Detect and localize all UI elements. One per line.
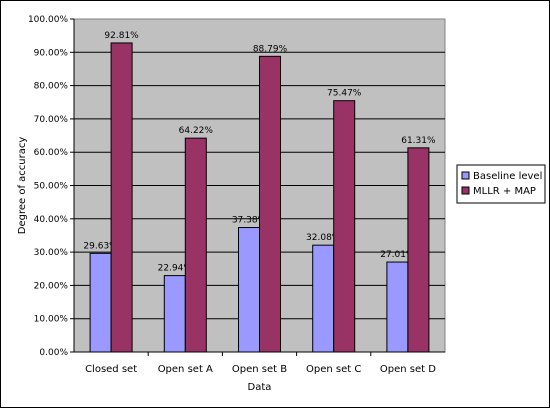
- bar-1: [333, 100, 356, 353]
- bar-0: [238, 227, 260, 353]
- legend: Baseline level MLLR + MAP: [456, 164, 546, 204]
- bar-0: [89, 252, 112, 353]
- bar-0: [386, 261, 409, 353]
- bar-1: [407, 147, 430, 353]
- data-label: 64.22%: [179, 126, 214, 136]
- y-tick-label: 80.00%: [34, 82, 69, 92]
- x-tick-label: Open set D: [380, 364, 436, 375]
- data-label: 27.01%: [380, 250, 415, 260]
- x-tick-label: Open set C: [306, 364, 361, 375]
- data-label: 61.31%: [401, 136, 436, 146]
- data-label: 88.79%: [253, 44, 288, 54]
- legend-swatch: [461, 171, 470, 180]
- y-tick-label: 60.00%: [34, 148, 69, 158]
- legend-label: Baseline level: [473, 171, 542, 182]
- legend-swatch: [461, 186, 470, 195]
- y-tick-label: 70.00%: [34, 115, 69, 125]
- x-tick-label: Open set A: [158, 364, 213, 375]
- y-tick-label: 10.00%: [34, 315, 69, 325]
- y-tick-label: 30.00%: [34, 248, 69, 258]
- bar-0: [163, 275, 186, 353]
- x-tick-label: Open set B: [232, 364, 287, 375]
- bar-1: [184, 137, 207, 353]
- plot-area: 0.00% 10.00% 20.00% 30.00% 40.00% 50.00% 60.00…: [28, 15, 446, 375]
- data-label: 29.63%: [83, 241, 118, 251]
- data-label: 22.94%: [158, 264, 193, 274]
- bar-1: [110, 42, 133, 353]
- data-label: 32.08%: [306, 233, 341, 243]
- x-axis-title: Data: [248, 382, 272, 393]
- legend-box: [456, 164, 546, 204]
- y-tick-label: 50.00%: [34, 182, 69, 192]
- data-label: 92.81%: [104, 31, 139, 41]
- y-tick-label: 20.00%: [34, 281, 69, 291]
- y-tick-label: 90.00%: [34, 48, 69, 58]
- y-axis-title: Degree of accuracy: [17, 137, 28, 235]
- bar-0: [312, 244, 335, 353]
- x-tick-label: Closed set: [85, 364, 137, 375]
- bar-1: [259, 55, 281, 353]
- y-tick-label: 0.00%: [39, 348, 68, 358]
- y-tick-label: 40.00%: [34, 215, 69, 225]
- data-label: 37.38%: [232, 216, 267, 226]
- data-label: 75.47%: [327, 89, 362, 99]
- legend-label: MLLR + MAP: [473, 186, 536, 197]
- y-tick-label: 100.00%: [28, 15, 68, 25]
